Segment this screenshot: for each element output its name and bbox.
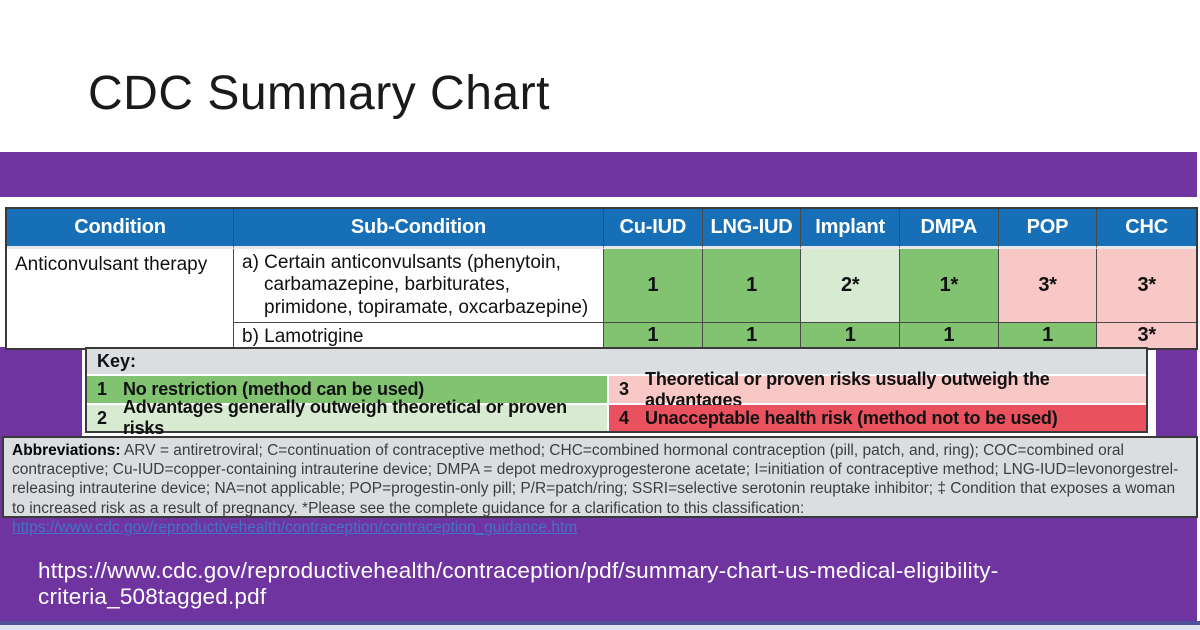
- sub-condition-cell-b: b) Lamotrigine: [234, 323, 604, 348]
- key-entry-number: 4: [619, 407, 629, 428]
- bottom-divider-line: [0, 621, 1200, 625]
- value-cell: 1: [604, 323, 703, 348]
- page-title: CDC Summary Chart: [88, 67, 550, 120]
- bottom-strip: [0, 625, 1200, 630]
- column-header-chc: CHC: [1097, 209, 1196, 249]
- key-entry-label: Advantages generally outweigh theoretica…: [123, 397, 567, 438]
- contraception-guidance-link[interactable]: https://www.cdc.gov/reproductivehealth/c…: [12, 518, 578, 536]
- key-entry-1: 1 No restriction (method can be used): [87, 376, 608, 403]
- key-entry-number: 3: [619, 379, 629, 399]
- key-entry-4: 4 Unacceptable health risk (method not t…: [609, 405, 1146, 431]
- column-header-pop: POP: [998, 209, 1098, 249]
- value-cell: 1: [702, 249, 802, 323]
- key-entry-label: No restriction (method can be used): [123, 379, 425, 399]
- key-entry-number: 1: [97, 379, 107, 399]
- abbreviations-label: Abbreviations:: [12, 442, 121, 459]
- mec-table: Condition Sub-Condition Cu-IUD LNG-IUD I…: [5, 207, 1198, 350]
- abbreviations-box: Abbreviations: ARV = antiretroviral; C=c…: [2, 436, 1198, 536]
- key-entry-2: 2 Advantages generally outweigh theoreti…: [87, 397, 608, 438]
- column-header-sub-condition: Sub-Condition: [234, 209, 604, 249]
- value-cell: 1: [604, 249, 703, 323]
- key-entry-number: 2: [97, 407, 107, 428]
- value-cell: 1*: [899, 249, 999, 323]
- key-entry-3: 3 Theoretical or proven risks usually ou…: [609, 369, 1146, 410]
- key-entry-label: Unacceptable health risk (method not to …: [645, 407, 1058, 428]
- condition-cell: Anticonvulsant therapy: [7, 249, 234, 348]
- column-header-implant: Implant: [801, 209, 900, 249]
- key-legend: Key: 1 No restriction (method can be use…: [85, 347, 1148, 438]
- value-cell: 2*: [801, 249, 900, 323]
- abbreviations-body: ARV = antiretroviral; C=continuation of …: [12, 442, 1179, 517]
- value-cell: 3*: [1097, 323, 1196, 348]
- column-header-dmpa: DMPA: [899, 209, 999, 249]
- column-header-condition: Condition: [7, 209, 234, 249]
- key-title: Key:: [87, 349, 1146, 374]
- value-cell: 1: [702, 323, 802, 348]
- source-url-text: https://www.cdc.gov/reproductivehealth/c…: [38, 558, 999, 609]
- column-header-lng-iud: LNG-IUD: [702, 209, 802, 249]
- key-entry-label: Theoretical or proven risks usually outw…: [645, 368, 1050, 410]
- abbreviations-period: .: [577, 518, 582, 536]
- column-header-cu-iud: Cu-IUD: [604, 209, 703, 249]
- abbreviations-text: Abbreviations: ARV = antiretroviral; C=c…: [12, 441, 1188, 537]
- sub-condition-cell-a: a) Certain anticonvulsants (phenytoin, c…: [234, 249, 604, 323]
- value-cell: 1: [801, 323, 900, 348]
- value-cell: 1: [899, 323, 999, 348]
- value-cell: 3*: [998, 249, 1098, 323]
- value-cell: 3*: [1097, 249, 1196, 323]
- value-cell: 1: [998, 323, 1098, 348]
